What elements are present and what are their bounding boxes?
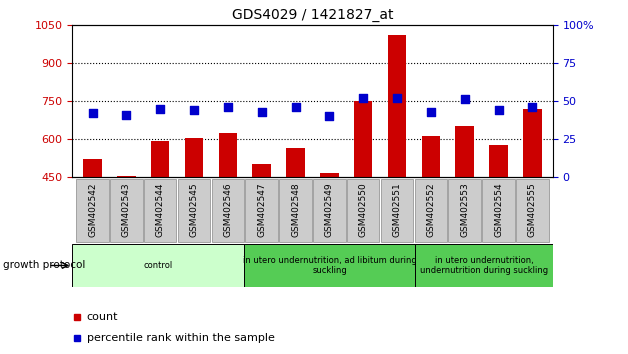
Text: GSM402554: GSM402554 <box>494 182 503 236</box>
Text: GSM402552: GSM402552 <box>426 182 435 236</box>
Text: GSM402542: GSM402542 <box>88 182 97 236</box>
Bar <box>347 179 379 242</box>
Text: count: count <box>87 312 118 322</box>
Text: GSM402543: GSM402543 <box>122 182 131 236</box>
Bar <box>286 148 305 177</box>
Bar <box>414 179 447 242</box>
Bar <box>212 179 244 242</box>
Point <box>528 104 538 110</box>
Text: GSM402555: GSM402555 <box>528 182 537 237</box>
Text: GSM402551: GSM402551 <box>392 182 401 237</box>
Bar <box>185 138 203 177</box>
Point <box>87 110 97 116</box>
Bar <box>313 179 345 242</box>
Bar <box>246 179 278 242</box>
Bar <box>117 176 136 177</box>
Text: GSM402550: GSM402550 <box>359 182 367 237</box>
Bar <box>144 179 176 242</box>
Text: GSM402553: GSM402553 <box>460 182 469 237</box>
Bar <box>354 101 372 177</box>
Bar <box>516 179 549 242</box>
Bar <box>387 35 406 177</box>
Bar <box>72 244 244 287</box>
Point <box>189 107 199 113</box>
Bar <box>279 179 311 242</box>
Point <box>257 109 267 114</box>
Text: growth protocol: growth protocol <box>3 261 85 270</box>
Point <box>223 104 233 110</box>
Bar <box>110 179 143 242</box>
Bar <box>421 136 440 177</box>
Text: percentile rank within the sample: percentile rank within the sample <box>87 332 274 343</box>
Bar <box>455 126 474 177</box>
Bar <box>381 179 413 242</box>
Point <box>155 105 165 111</box>
Text: in utero undernutrition, ad libitum during
suckling: in utero undernutrition, ad libitum duri… <box>242 256 416 275</box>
Point <box>460 97 470 102</box>
Bar <box>219 133 237 177</box>
Bar <box>178 179 210 242</box>
Bar <box>244 244 415 287</box>
Point <box>324 113 334 119</box>
Text: GSM402545: GSM402545 <box>190 182 198 236</box>
Text: control: control <box>143 261 173 270</box>
Bar <box>84 159 102 177</box>
Text: GSM402548: GSM402548 <box>291 182 300 236</box>
Point <box>291 104 301 110</box>
Point <box>426 109 436 114</box>
Text: GSM402546: GSM402546 <box>224 182 232 236</box>
Text: GSM402547: GSM402547 <box>257 182 266 236</box>
Bar <box>151 142 170 177</box>
Title: GDS4029 / 1421827_at: GDS4029 / 1421827_at <box>232 8 393 22</box>
Text: in utero undernutrition,
undernutrition during suckling: in utero undernutrition, undernutrition … <box>420 256 548 275</box>
Text: GSM402544: GSM402544 <box>156 182 165 236</box>
Point <box>392 95 402 101</box>
Bar <box>448 179 481 242</box>
Bar <box>523 108 541 177</box>
Point <box>121 112 131 118</box>
Point <box>358 95 368 101</box>
Point <box>494 107 504 113</box>
Bar <box>489 145 508 177</box>
Bar <box>482 179 515 242</box>
Bar <box>76 179 109 242</box>
Bar <box>320 173 338 177</box>
Text: GSM402549: GSM402549 <box>325 182 334 236</box>
Bar <box>415 244 553 287</box>
Bar <box>252 164 271 177</box>
